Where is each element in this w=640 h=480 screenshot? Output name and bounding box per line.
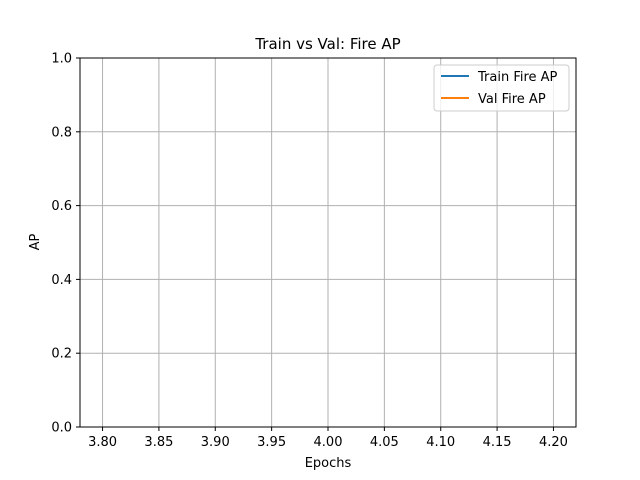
y-axis-label: AP: [28, 233, 43, 250]
x-tick-label: 3.85: [144, 435, 173, 450]
x-tick-label: 4.10: [426, 435, 455, 450]
y-tick-label: 0.8: [51, 125, 72, 140]
legend-label-val: Val Fire AP: [478, 92, 546, 107]
y-tick-label: 0.2: [51, 347, 72, 362]
y-axis: 0.0 0.2 0.4 0.6 0.8 1.0: [51, 52, 80, 436]
x-tick-label: 4.00: [314, 435, 343, 450]
x-tick-label: 4.15: [483, 435, 512, 450]
y-tick-label: 0.0: [51, 421, 72, 436]
chart-title: Train vs Val: Fire AP: [254, 35, 400, 53]
x-tick-label: 4.20: [539, 435, 568, 450]
legend-label-train: Train Fire AP: [477, 70, 558, 85]
x-tick-label: 3.80: [88, 435, 117, 450]
x-tick-label: 3.90: [201, 435, 230, 450]
x-axis: 3.80 3.85 3.90 3.95 4.00 4.05 4.10 4.15 4.20: [88, 427, 568, 450]
x-tick-label: 4.05: [370, 435, 399, 450]
y-tick-label: 0.4: [51, 273, 72, 288]
y-tick-label: 0.6: [51, 199, 72, 214]
y-tick-label: 1.0: [51, 52, 72, 67]
legend: Train Fire AP Val Fire AP: [433, 64, 570, 112]
x-tick-label: 3.95: [257, 435, 286, 450]
x-axis-label: Epochs: [305, 456, 352, 471]
